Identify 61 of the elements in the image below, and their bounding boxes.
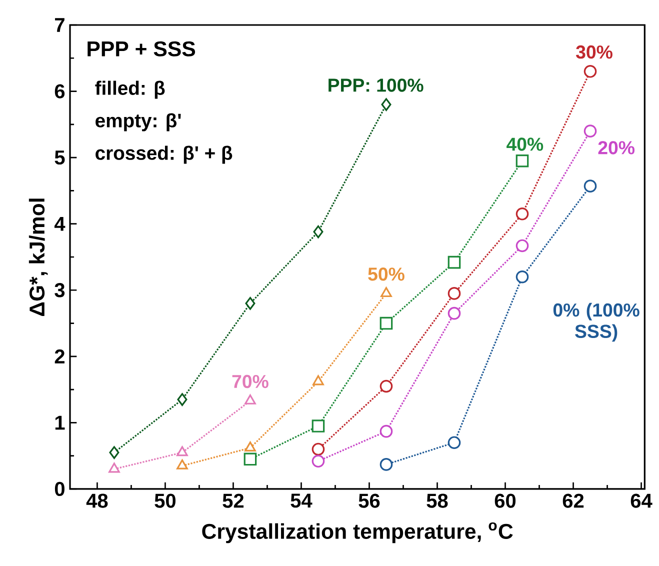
x-axis-title: Crystallization temperature, $^{o}$C <box>202 522 513 544</box>
series-label: PPP: 100% <box>328 78 424 92</box>
annotation: filled: β <box>95 80 165 99</box>
point <box>312 454 325 468</box>
y-tick-label: 1 <box>55 416 65 430</box>
point <box>516 154 529 168</box>
annotation: PPP + SSS <box>88 41 196 56</box>
point <box>448 287 461 300</box>
point <box>312 420 325 432</box>
y-tick-label: 7 <box>55 18 64 32</box>
series-label: 30% <box>576 45 612 59</box>
point <box>312 442 325 456</box>
point <box>380 316 393 330</box>
x-tick-label: 62 <box>562 494 584 508</box>
y-tick-label: 0 <box>54 482 64 496</box>
point <box>516 239 529 252</box>
point <box>516 208 529 220</box>
x-tick-label: 54 <box>290 494 312 508</box>
y-tick-label: 4 <box>54 216 66 231</box>
x-tick-label: 60 <box>494 494 516 508</box>
point <box>109 446 120 459</box>
point <box>244 441 256 452</box>
point <box>312 375 324 386</box>
y-axis-title: ΔG*, kJ/mol <box>28 198 48 316</box>
y-tick-label: 5 <box>54 150 65 165</box>
series-label: 50% <box>368 268 404 281</box>
x-tick-label: 52 <box>222 494 244 508</box>
point <box>245 296 256 310</box>
point <box>313 225 324 238</box>
point <box>448 256 461 269</box>
series-label: 40% <box>506 138 544 151</box>
point <box>177 393 188 406</box>
point <box>516 270 529 284</box>
series-label: 70% <box>232 374 268 388</box>
point <box>380 380 393 393</box>
point <box>448 436 461 449</box>
annotation: empty: β' <box>96 113 181 132</box>
point <box>380 287 392 298</box>
x-tick-label: 56 <box>358 494 380 508</box>
x-tick-label: 50 <box>154 494 176 508</box>
y-tick-label: 6 <box>54 84 65 98</box>
point <box>448 306 461 320</box>
point <box>176 446 188 456</box>
point <box>244 452 257 466</box>
point <box>176 459 188 470</box>
point <box>244 394 256 404</box>
point <box>108 462 120 473</box>
x-tick-label: 64 <box>630 494 652 508</box>
y-tick-label: 2 <box>54 349 64 364</box>
point <box>380 458 393 471</box>
y-tick-label: 3 <box>54 283 65 298</box>
series-label: 0% (100% SSS) <box>553 302 640 342</box>
point <box>584 124 597 138</box>
annotation: crossed: β' + β <box>96 146 232 164</box>
series-label: 20% <box>598 141 634 154</box>
point <box>584 64 597 78</box>
x-tick-label: 48 <box>86 494 108 508</box>
point <box>380 424 393 438</box>
point <box>584 180 597 192</box>
point <box>381 98 392 111</box>
x-tick-label: 58 <box>426 494 448 508</box>
